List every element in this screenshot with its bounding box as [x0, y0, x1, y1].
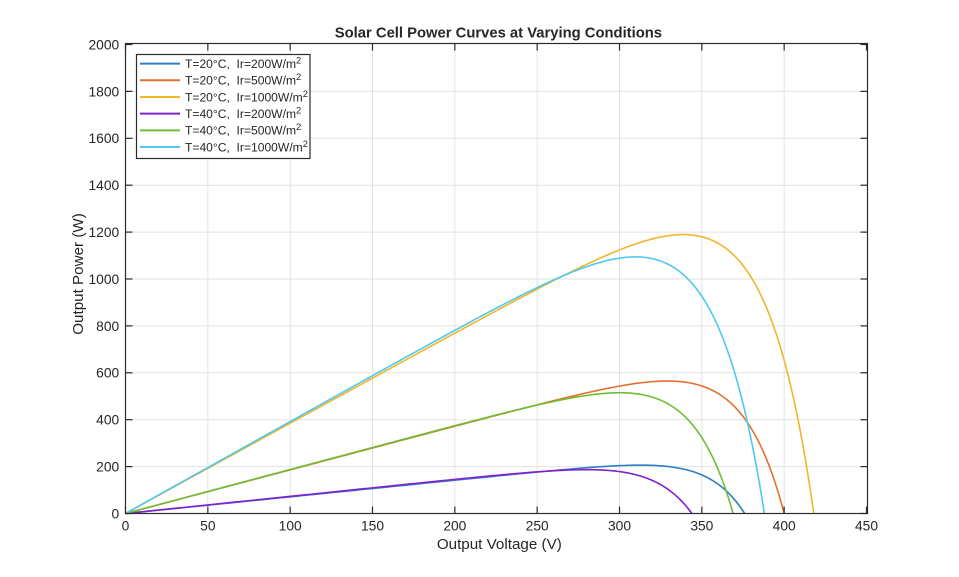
- svg-text:250: 250: [526, 519, 549, 534]
- svg-text:Solar Cell Power Curves at Var: Solar Cell Power Curves at Varying Condi…: [335, 26, 662, 42]
- svg-text:T=20°C, Ir=200W/m2: T=20°C, Ir=200W/m2: [185, 56, 301, 72]
- svg-text:450: 450: [855, 519, 878, 534]
- svg-text:300: 300: [608, 519, 631, 534]
- svg-text:200: 200: [443, 519, 466, 534]
- svg-text:T=40°C, Ir=200W/m2: T=40°C, Ir=200W/m2: [185, 106, 301, 122]
- svg-text:400: 400: [96, 413, 119, 428]
- svg-text:1600: 1600: [88, 131, 119, 146]
- svg-text:800: 800: [96, 319, 119, 334]
- svg-text:1000: 1000: [88, 272, 119, 287]
- svg-text:1800: 1800: [88, 84, 119, 99]
- svg-text:0: 0: [122, 519, 130, 534]
- svg-text:1400: 1400: [88, 178, 119, 193]
- svg-text:T=20°C, Ir=1000W/m2: T=20°C, Ir=1000W/m2: [185, 89, 308, 105]
- svg-text:100: 100: [279, 519, 302, 534]
- svg-text:350: 350: [690, 519, 713, 534]
- svg-text:Output Power (W): Output Power (W): [70, 213, 87, 335]
- svg-text:400: 400: [773, 519, 796, 534]
- svg-text:200: 200: [96, 460, 119, 475]
- svg-text:T=20°C, Ir=500W/m2: T=20°C, Ir=500W/m2: [185, 72, 301, 88]
- svg-text:150: 150: [361, 519, 384, 534]
- svg-text:50: 50: [200, 519, 216, 534]
- svg-text:T=40°C, Ir=1000W/m2: T=40°C, Ir=1000W/m2: [185, 139, 308, 155]
- svg-text:2000: 2000: [88, 37, 119, 52]
- svg-text:T=40°C, Ir=500W/m2: T=40°C, Ir=500W/m2: [185, 122, 301, 138]
- svg-text:0: 0: [112, 506, 120, 521]
- svg-text:Output Voltage (V): Output Voltage (V): [437, 536, 562, 553]
- svg-text:1200: 1200: [88, 225, 119, 240]
- svg-text:600: 600: [96, 366, 119, 381]
